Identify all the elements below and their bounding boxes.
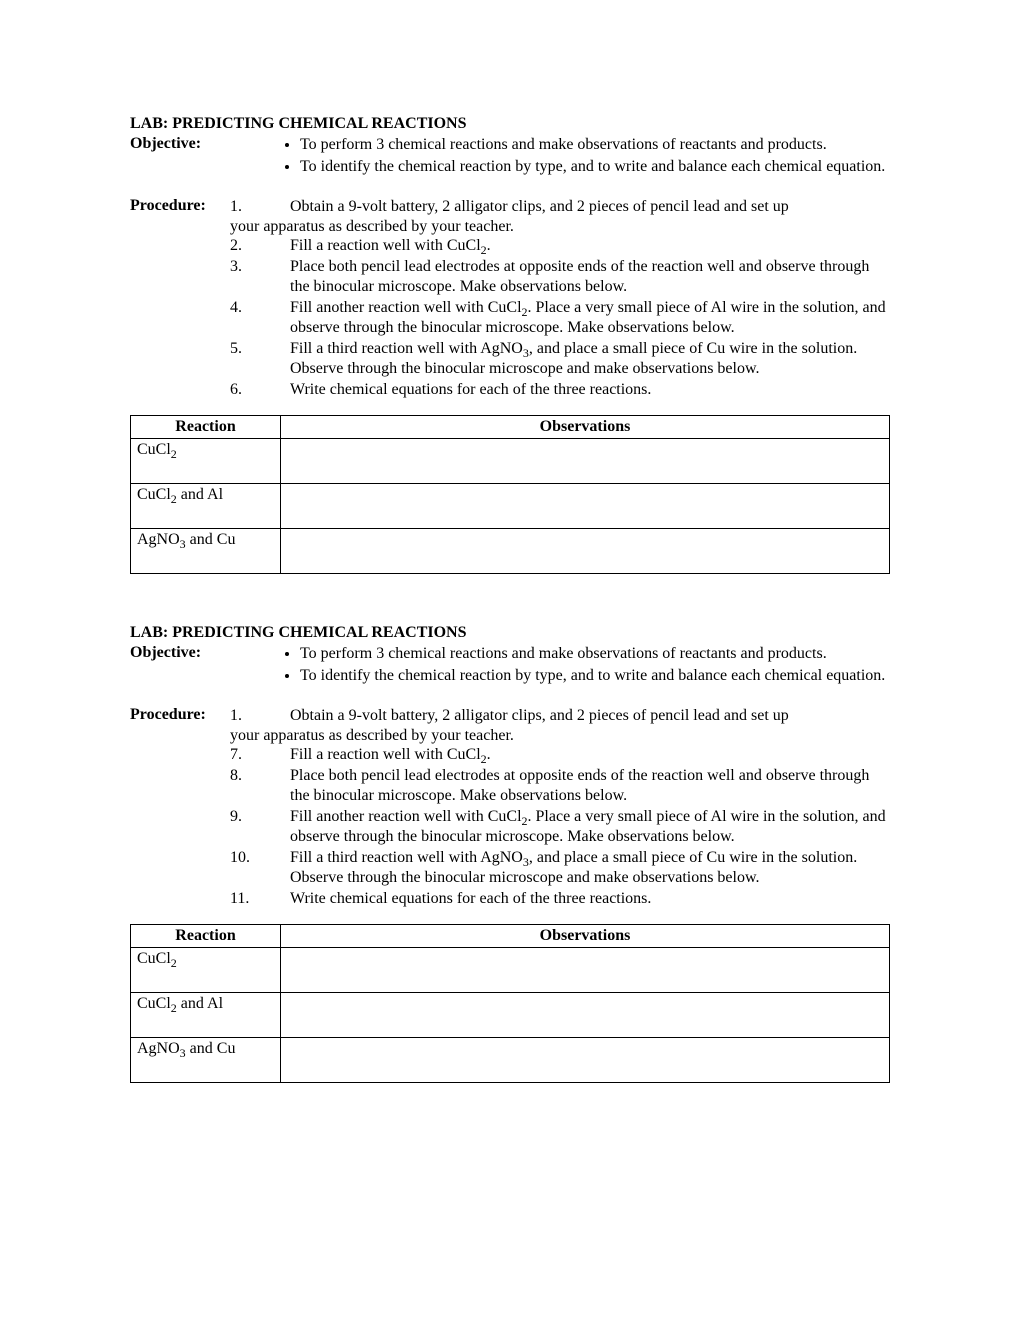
observation-cell: [281, 1038, 890, 1083]
reaction-cell: CuCl2 and Al: [131, 484, 281, 529]
page: LAB: PREDICTING CHEMICAL REACTIONS Objec…: [0, 0, 1020, 1193]
objective-item: To perform 3 chemical reactions and make…: [300, 135, 890, 155]
objective-list: To perform 3 chemical reactions and make…: [280, 135, 890, 179]
objective-label: Objective:: [130, 135, 280, 153]
table-header-observations: Observations: [281, 416, 890, 439]
observation-cell: [281, 484, 890, 529]
observation-cell: [281, 993, 890, 1038]
table-header-reaction: Reaction: [131, 925, 281, 948]
observation-cell: [281, 948, 890, 993]
table-row: AgNO3 and Cu: [131, 529, 890, 574]
step-text: Fill a third reaction well with AgNO3, a…: [290, 848, 890, 888]
procedure-row: Procedure: 1. Obtain a 9-volt battery, 2…: [130, 706, 890, 910]
step-text: Fill a reaction well with CuCl2.: [290, 745, 890, 765]
objective-row: Objective: To perform 3 chemical reactio…: [130, 135, 890, 179]
step-number: 10.: [230, 848, 290, 868]
spacer: [130, 688, 890, 706]
step-text: Obtain a 9-volt battery, 2 alligator cli…: [290, 197, 890, 217]
observation-cell: [281, 439, 890, 484]
step-number: 9.: [230, 807, 290, 827]
reaction-cell: CuCl2 and Al: [131, 993, 281, 1038]
procedure-step: 11. Write chemical equations for each of…: [230, 889, 890, 909]
procedure-label: Procedure:: [130, 197, 230, 215]
step-number: 8.: [230, 766, 290, 786]
step-number: 1.: [230, 706, 290, 726]
procedure-step: 4. Fill another reaction well with CuCl2…: [230, 298, 890, 338]
objective-item: To identify the chemical reaction by typ…: [300, 157, 890, 177]
observation-cell: [281, 529, 890, 574]
objective-label: Objective:: [130, 644, 280, 662]
lab-section-2: LAB: PREDICTING CHEMICAL REACTIONS Objec…: [130, 624, 890, 1083]
step-text: Fill another reaction well with CuCl2. P…: [290, 807, 890, 847]
table-header-row: Reaction Observations: [131, 925, 890, 948]
step-number: 3.: [230, 257, 290, 277]
step-text: Place both pencil lead electrodes at opp…: [290, 766, 890, 806]
step-number: 6.: [230, 380, 290, 400]
step-text: Fill a third reaction well with AgNO3, a…: [290, 339, 890, 379]
step-number: 1.: [230, 197, 290, 217]
objective-row: Objective: To perform 3 chemical reactio…: [130, 644, 890, 688]
table-header-observations: Observations: [281, 925, 890, 948]
procedure-step: 1. Obtain a 9-volt battery, 2 alligator …: [230, 197, 890, 217]
procedure-step: 7. Fill a reaction well with CuCl2.: [230, 745, 890, 765]
step-number: 4.: [230, 298, 290, 318]
step-text: Place both pencil lead electrodes at opp…: [290, 257, 890, 297]
procedure-step: 3. Place both pencil lead electrodes at …: [230, 257, 890, 297]
procedure-step: 5. Fill a third reaction well with AgNO3…: [230, 339, 890, 379]
procedure-body: 1. Obtain a 9-volt battery, 2 alligator …: [230, 197, 890, 401]
lab-title: LAB: PREDICTING CHEMICAL REACTIONS: [130, 624, 890, 642]
step-text: Fill a reaction well with CuCl2.: [290, 236, 890, 256]
table-header-row: Reaction Observations: [131, 416, 890, 439]
step-number: 5.: [230, 339, 290, 359]
step-number: 7.: [230, 745, 290, 765]
table-header-reaction: Reaction: [131, 416, 281, 439]
procedure-step: 1. Obtain a 9-volt battery, 2 alligator …: [230, 706, 890, 726]
table-row: CuCl2: [131, 948, 890, 993]
reaction-cell: AgNO3 and Cu: [131, 1038, 281, 1083]
procedure-step: 9. Fill another reaction well with CuCl2…: [230, 807, 890, 847]
procedure-step: 6. Write chemical equations for each of …: [230, 380, 890, 400]
procedure-row: Procedure: 1. Obtain a 9-volt battery, 2…: [130, 197, 890, 401]
observations-table: Reaction Observations CuCl2 CuCl2 and Al…: [130, 415, 890, 574]
procedure-step: 2. Fill a reaction well with CuCl2.: [230, 236, 890, 256]
observations-table: Reaction Observations CuCl2 CuCl2 and Al…: [130, 924, 890, 1083]
procedure-step: 10. Fill a third reaction well with AgNO…: [230, 848, 890, 888]
step-text: Fill another reaction well with CuCl2. P…: [290, 298, 890, 338]
step-text: Obtain a 9-volt battery, 2 alligator cli…: [290, 706, 890, 726]
objective-item: To identify the chemical reaction by typ…: [300, 666, 890, 686]
step-number: 2.: [230, 236, 290, 256]
objective-list: To perform 3 chemical reactions and make…: [280, 644, 890, 688]
spacer: [130, 179, 890, 197]
reaction-cell: CuCl2: [131, 948, 281, 993]
procedure-step: 8. Place both pencil lead electrodes at …: [230, 766, 890, 806]
reaction-cell: AgNO3 and Cu: [131, 529, 281, 574]
procedure-label: Procedure:: [130, 706, 230, 724]
lab-section-1: LAB: PREDICTING CHEMICAL REACTIONS Objec…: [130, 115, 890, 574]
step-number: 11.: [230, 889, 290, 909]
table-row: CuCl2 and Al: [131, 484, 890, 529]
table-row: CuCl2: [131, 439, 890, 484]
table-row: AgNO3 and Cu: [131, 1038, 890, 1083]
step-hang: your apparatus as described by your teac…: [230, 218, 890, 236]
procedure-body: 1. Obtain a 9-volt battery, 2 alligator …: [230, 706, 890, 910]
table-row: CuCl2 and Al: [131, 993, 890, 1038]
objective-item: To perform 3 chemical reactions and make…: [300, 644, 890, 664]
lab-title: LAB: PREDICTING CHEMICAL REACTIONS: [130, 115, 890, 133]
step-hang: your apparatus as described by your teac…: [230, 727, 890, 745]
reaction-cell: CuCl2: [131, 439, 281, 484]
step-text: Write chemical equations for each of the…: [290, 380, 890, 400]
step-text: Write chemical equations for each of the…: [290, 889, 890, 909]
